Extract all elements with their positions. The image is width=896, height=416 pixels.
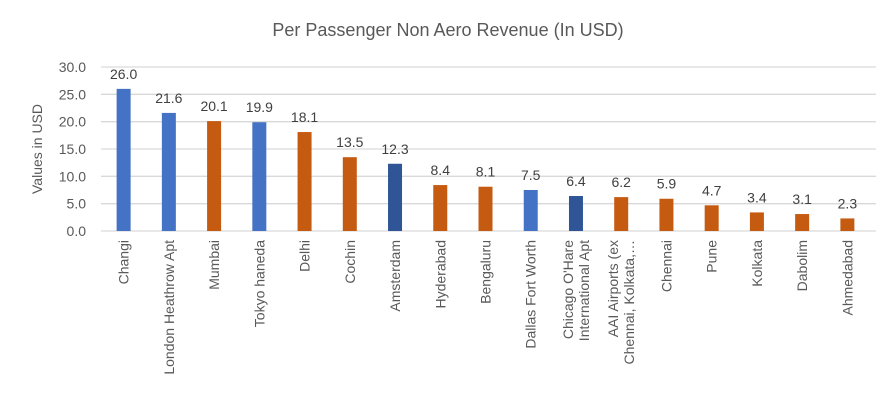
data-label: 7.5 (521, 167, 541, 183)
data-label: 3.4 (747, 189, 767, 205)
bar (252, 122, 267, 231)
category-label: Hyderabad (432, 240, 448, 309)
bar (161, 112, 176, 231)
category-label: Chennai (658, 240, 674, 292)
y-tick-label: 5.0 (67, 196, 87, 212)
data-labels: 26.0 21.6 20.1 19.9 18.1 13.5 12.3 8.4 8.1 7.5 6.4… (110, 66, 857, 212)
bar (116, 88, 131, 231)
category-labels: Changi London Heathrow Apt Mumbai Tokyo han… (116, 240, 856, 375)
category-label: Tokyo haneda (251, 240, 267, 327)
data-label: 6.4 (566, 173, 586, 189)
y-axis-ticks: 0.0 5.0 10.0 15.0 20.0 25.0 30.0 (59, 59, 86, 239)
data-label: 4.7 (702, 182, 722, 198)
bar (704, 205, 719, 231)
data-label: 19.9 (246, 99, 273, 115)
data-label: 6.2 (611, 174, 631, 190)
category-label: Chennai, Kolkata,… (621, 240, 637, 365)
chart-title: Per Passenger Non Aero Revenue (In USD) (272, 20, 623, 40)
category-label: Cochin (342, 240, 358, 284)
y-tick-label: 20.0 (59, 114, 86, 130)
category-label: Bengaluru (478, 240, 494, 304)
bar (795, 214, 810, 231)
bar (342, 157, 357, 231)
data-label: 8.1 (476, 164, 496, 180)
category-label: International Apt (576, 240, 592, 341)
category-label: Ahmedabad (839, 240, 855, 316)
data-label: 26.0 (110, 66, 137, 82)
bar (749, 212, 764, 231)
data-label: 5.9 (657, 176, 677, 192)
data-label: 3.1 (792, 191, 812, 207)
bar (388, 163, 403, 231)
y-tick-label: 25.0 (59, 86, 86, 102)
data-label: 13.5 (336, 134, 363, 150)
y-axis-title: Values in USD (29, 104, 45, 194)
category-label: Pune (704, 240, 720, 273)
data-label: 20.1 (200, 98, 227, 114)
gridlines (101, 66, 876, 232)
bar (207, 121, 222, 231)
bar (478, 186, 493, 231)
bar (840, 218, 855, 231)
bar (659, 198, 674, 231)
bars (116, 88, 855, 231)
category-label: AAI Airports (ex (605, 240, 621, 337)
bar (523, 190, 538, 231)
y-tick-label: 15.0 (59, 141, 86, 157)
data-label: 2.3 (838, 195, 858, 211)
category-label: Mumbai (206, 240, 222, 290)
category-label: Changi (116, 240, 132, 284)
bar (433, 185, 448, 231)
data-label: 12.3 (381, 141, 408, 157)
data-label: 21.6 (155, 90, 182, 106)
category-label: Dabolim (794, 240, 810, 291)
bar (614, 197, 629, 231)
y-tick-label: 10.0 (59, 168, 86, 184)
category-label: Chicago O'Hare (560, 240, 576, 339)
category-label: Delhi (297, 240, 313, 272)
bar (568, 196, 583, 231)
y-tick-label: 30.0 (59, 59, 86, 75)
category-label: Amsterdam (387, 240, 403, 312)
category-label: London Heathrow Apt (161, 240, 177, 375)
category-label: Dallas Fort Worth (523, 240, 539, 349)
category-label: Kolkata (749, 240, 765, 287)
data-label: 8.4 (431, 162, 451, 178)
y-tick-label: 0.0 (67, 223, 87, 239)
data-label: 18.1 (291, 109, 318, 125)
bar (297, 132, 312, 231)
